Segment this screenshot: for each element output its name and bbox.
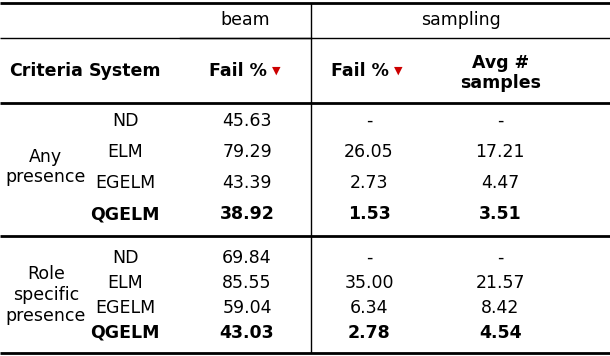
Text: 38.92: 38.92 <box>220 205 274 223</box>
Text: 43.03: 43.03 <box>220 324 274 342</box>
Text: 45.63: 45.63 <box>222 112 272 130</box>
Text: -: - <box>497 112 503 130</box>
Text: 1.53: 1.53 <box>348 205 390 223</box>
Text: ND: ND <box>112 249 138 267</box>
Text: 35.00: 35.00 <box>344 274 394 292</box>
Text: Any
presence: Any presence <box>5 148 86 187</box>
Text: -: - <box>366 112 372 130</box>
Text: 6.34: 6.34 <box>350 299 389 317</box>
Text: 4.47: 4.47 <box>481 174 519 192</box>
Text: 79.29: 79.29 <box>222 143 272 161</box>
Text: samples: samples <box>460 74 540 92</box>
Text: Avg #: Avg # <box>472 54 529 72</box>
Text: 21.57: 21.57 <box>475 274 525 292</box>
Text: 2.73: 2.73 <box>350 174 389 192</box>
Text: QGELM: QGELM <box>90 205 160 223</box>
Text: 4.54: 4.54 <box>479 324 522 342</box>
Text: ▼: ▼ <box>394 66 403 75</box>
Text: Role
specific
presence: Role specific presence <box>5 265 86 325</box>
Text: System: System <box>89 62 161 79</box>
Text: 85.55: 85.55 <box>222 274 272 292</box>
Text: 2.78: 2.78 <box>348 324 390 342</box>
Text: Criteria: Criteria <box>9 62 83 79</box>
Text: 17.21: 17.21 <box>475 143 525 161</box>
Text: Fail %: Fail % <box>331 62 395 79</box>
Text: ND: ND <box>112 112 138 130</box>
Text: 3.51: 3.51 <box>479 205 522 223</box>
Text: Fail %: Fail % <box>209 62 273 79</box>
Text: ELM: ELM <box>107 143 143 161</box>
Text: EGELM: EGELM <box>95 299 155 317</box>
Text: beam: beam <box>221 11 270 29</box>
Text: -: - <box>497 249 503 267</box>
Text: 59.04: 59.04 <box>222 299 272 317</box>
Text: QGELM: QGELM <box>90 324 160 342</box>
Text: ▼: ▼ <box>272 66 281 75</box>
Text: EGELM: EGELM <box>95 174 155 192</box>
Text: 69.84: 69.84 <box>222 249 272 267</box>
Text: -: - <box>366 249 372 267</box>
Text: ELM: ELM <box>107 274 143 292</box>
Text: sampling: sampling <box>421 11 500 29</box>
Text: 8.42: 8.42 <box>481 299 519 317</box>
Text: 43.39: 43.39 <box>222 174 272 192</box>
Text: 26.05: 26.05 <box>344 143 394 161</box>
